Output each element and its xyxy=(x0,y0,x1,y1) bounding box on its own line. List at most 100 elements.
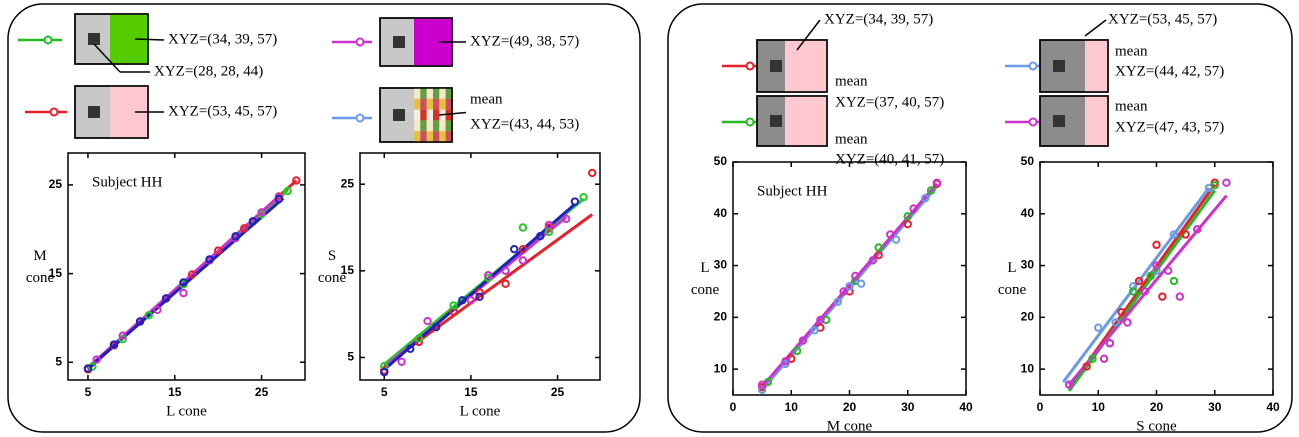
data-point xyxy=(187,270,197,279)
data-point xyxy=(781,357,790,366)
image-patch xyxy=(420,109,427,121)
data-point xyxy=(810,326,819,335)
y-tick-label: 25 xyxy=(49,177,63,191)
y-tick-label: 15 xyxy=(341,263,355,277)
data-point xyxy=(757,385,767,395)
data-point xyxy=(1152,240,1161,250)
data-point xyxy=(903,212,912,221)
image-patch xyxy=(426,109,433,121)
swatch-patch xyxy=(1085,40,1108,92)
data-point xyxy=(414,337,424,347)
y-axis-label: S xyxy=(328,248,336,264)
leader-line xyxy=(438,111,467,116)
legend-label: XYZ=(44, 42, 57) xyxy=(1115,63,1224,79)
data-point xyxy=(833,297,843,306)
data-point xyxy=(484,270,493,280)
legend-label: XYZ=(53, 45, 57) xyxy=(168,103,277,119)
legend-marker xyxy=(355,113,365,123)
y-tick-label: 40 xyxy=(1021,206,1035,220)
data-point xyxy=(1140,287,1150,296)
y-axis-label: M xyxy=(33,248,46,264)
data-point xyxy=(432,322,441,332)
data-point xyxy=(397,357,406,367)
image-patch xyxy=(420,88,427,99)
center-square xyxy=(1053,60,1065,72)
center-square xyxy=(88,106,100,118)
data-point xyxy=(1210,181,1219,190)
x-tick-label: 30 xyxy=(1208,400,1222,414)
data-point xyxy=(475,288,484,297)
center-square xyxy=(393,36,405,48)
data-point xyxy=(1169,230,1179,239)
data-point xyxy=(562,214,571,224)
y-tick-label: 20 xyxy=(1021,310,1035,324)
legend-label: mean xyxy=(1115,43,1148,59)
data-point xyxy=(1146,271,1155,281)
x-tick-label: 30 xyxy=(901,400,915,414)
data-point xyxy=(845,282,854,291)
y-tick-label: 50 xyxy=(1021,154,1035,168)
data-point xyxy=(588,168,597,178)
data-point xyxy=(816,315,825,325)
image-patch xyxy=(445,131,452,142)
x-axis-label: L cone xyxy=(166,403,207,419)
legend-label: mean xyxy=(1115,98,1148,114)
data-point xyxy=(757,380,767,389)
legend-label: XYZ=(34, 39, 57) xyxy=(168,31,277,47)
data-point xyxy=(179,288,188,298)
data-point xyxy=(1129,287,1138,296)
annotation: Subject HH xyxy=(757,183,828,199)
data-point xyxy=(466,296,476,305)
plot-frame xyxy=(67,152,306,381)
legend-label: mean xyxy=(835,131,868,147)
image-patch xyxy=(439,120,446,132)
legend-marker xyxy=(43,35,53,45)
swatch-surround xyxy=(1039,95,1109,147)
data-point xyxy=(510,244,519,254)
center-square xyxy=(1053,115,1065,127)
y-tick-label: 30 xyxy=(714,258,728,272)
legend-marker xyxy=(355,37,365,47)
image-patch xyxy=(445,88,452,99)
right-panel xyxy=(667,3,1293,433)
x-axis-label: L cone xyxy=(460,403,501,419)
image-patch xyxy=(414,109,421,121)
y-tick-label: 40 xyxy=(714,206,728,220)
data-point xyxy=(292,176,301,185)
data-point xyxy=(88,362,97,371)
data-point xyxy=(1169,276,1179,286)
swatch-surround xyxy=(1039,39,1109,93)
image-patch xyxy=(445,120,452,132)
fit-line xyxy=(760,182,939,388)
data-point xyxy=(891,235,901,244)
data-point xyxy=(1064,380,1074,389)
x-tick-label: 0 xyxy=(730,400,737,414)
image-patch xyxy=(426,131,433,142)
data-point xyxy=(92,355,101,364)
data-point xyxy=(1105,339,1115,348)
data-point xyxy=(1222,178,1231,187)
swatch-surround xyxy=(379,87,453,143)
data-point xyxy=(851,271,860,281)
data-point xyxy=(501,279,510,289)
y-tick-label: 50 xyxy=(714,154,728,168)
data-point xyxy=(213,246,223,255)
x-axis-label: M cone xyxy=(827,418,873,434)
y-axis-label: L xyxy=(700,260,709,276)
plot-frame xyxy=(359,152,601,381)
image-patch xyxy=(433,88,440,99)
data-point xyxy=(874,243,883,252)
legend-marker xyxy=(745,61,755,71)
y-axis-label: cone xyxy=(691,282,720,298)
top-label: XYZ=(34, 39, 57) xyxy=(824,11,933,27)
data-point xyxy=(518,256,528,265)
data-point xyxy=(458,296,467,305)
data-point xyxy=(109,340,119,349)
legend-label: XYZ=(40, 41, 57) xyxy=(835,151,944,167)
data-point xyxy=(144,311,153,320)
center-label: XYZ=(28, 28, 44) xyxy=(154,63,263,79)
image-patch xyxy=(426,88,433,99)
x-tick-label: 25 xyxy=(551,385,565,399)
swatch-surround xyxy=(756,95,828,147)
